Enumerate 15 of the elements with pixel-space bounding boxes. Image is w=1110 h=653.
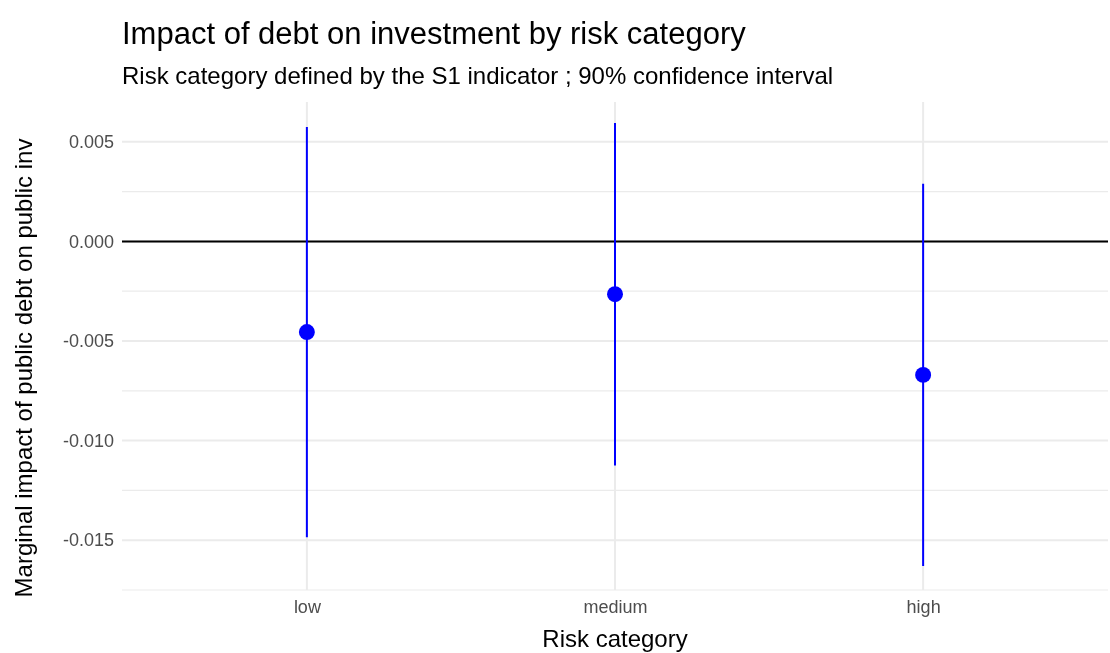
x-axis-title: Risk category xyxy=(542,625,688,652)
x-tick-label: high xyxy=(906,596,941,617)
y-tick-label: -0.010 xyxy=(62,430,114,451)
x-tick-label: medium xyxy=(583,596,648,617)
chart-title: Impact of debt on investment by risk category xyxy=(122,16,747,51)
y-tick-label: 0.000 xyxy=(68,231,114,252)
y-tick-label: -0.005 xyxy=(62,331,114,352)
y-axis-title: Marginal impact of public debt on public inv xyxy=(10,138,37,598)
point xyxy=(915,366,932,383)
x-tick-label: low xyxy=(293,596,322,617)
chart-subtitle: Risk category defined by the S1 indicator ; 90% confidence interval xyxy=(122,62,834,89)
point xyxy=(607,286,623,303)
point xyxy=(298,324,315,341)
y-tick-label: -0.015 xyxy=(62,530,114,551)
y-tick-label: 0.005 xyxy=(68,132,114,153)
